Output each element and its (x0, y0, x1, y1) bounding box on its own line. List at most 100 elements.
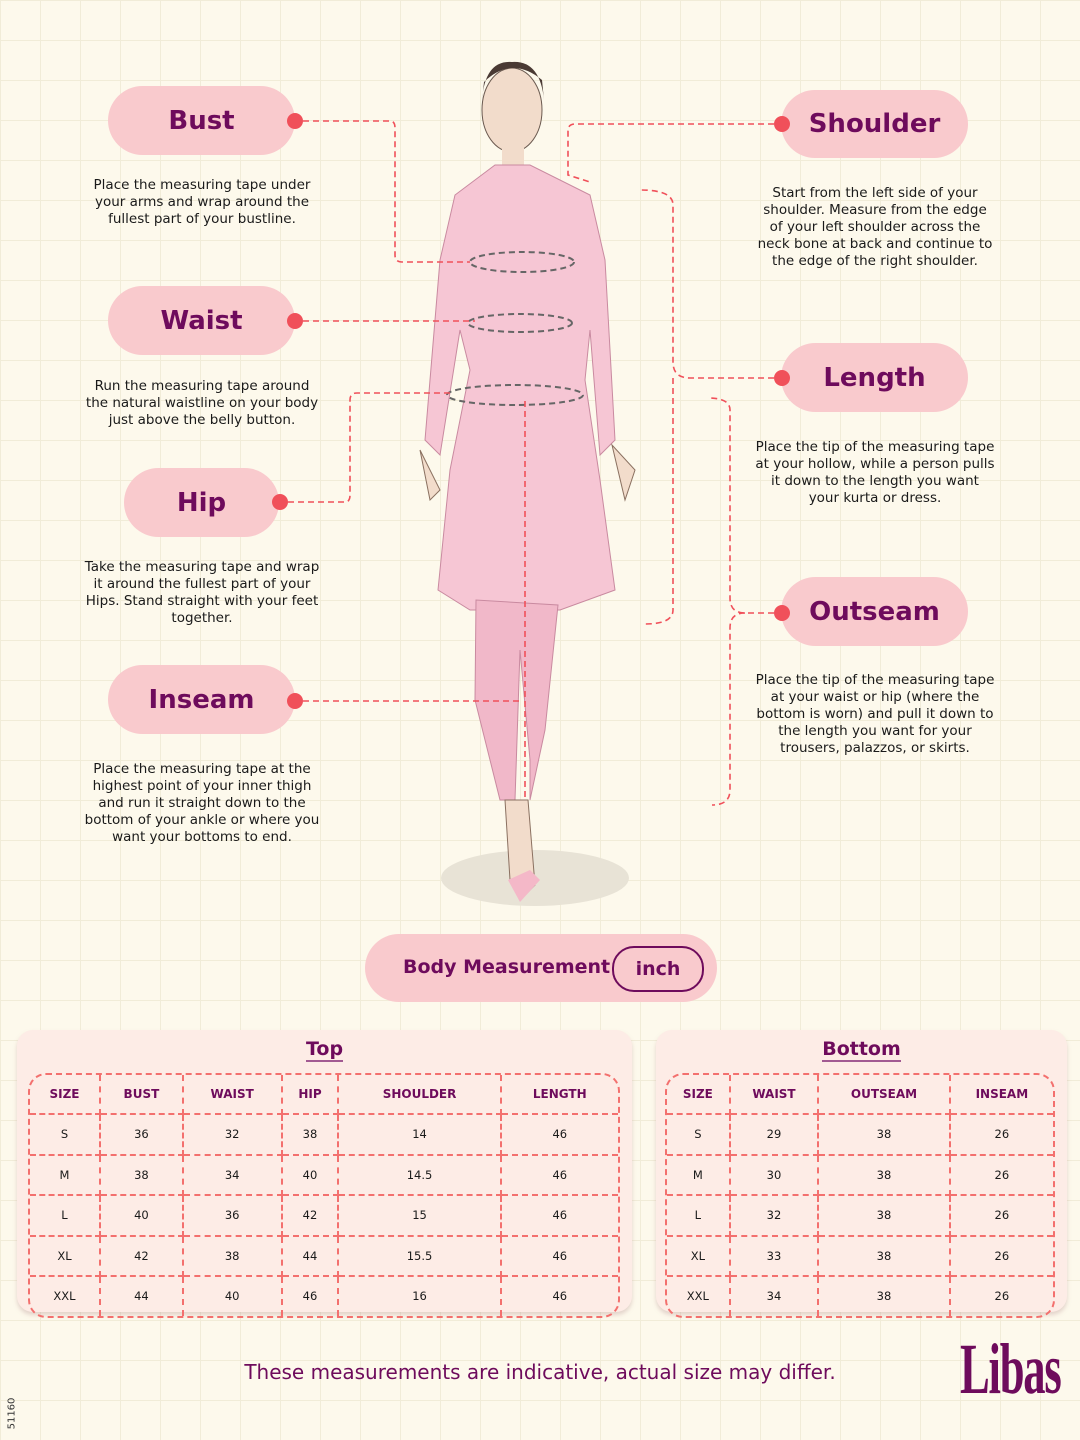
shoulder-label: Shoulder (781, 90, 968, 158)
figure-illustration (288, 61, 774, 906)
outseam-dot (774, 605, 790, 621)
length-description: Place the tip of the measuring tape at y… (755, 439, 995, 506)
table-cell: 38 (819, 1196, 951, 1237)
outseam-label: Outseam (781, 577, 968, 646)
table-row: L 32 38 26 (667, 1196, 1053, 1237)
column-header: LENGTH (501, 1075, 618, 1115)
table-cell: 42 (282, 1196, 340, 1237)
table-cell: 33 (730, 1236, 820, 1277)
table-cell: 14 (339, 1115, 502, 1156)
table-cell: XL (667, 1236, 731, 1277)
table-cell: 42 (100, 1236, 184, 1277)
table-cell: 38 (819, 1277, 951, 1316)
table-cell: 40 (282, 1155, 340, 1196)
product-code: 51160 (6, 1397, 18, 1430)
table-cell: 32 (730, 1196, 820, 1237)
table-row: S 36 32 38 14 46 (30, 1115, 618, 1156)
table-cell: 38 (819, 1236, 951, 1277)
table-cell: 26 (994, 1289, 1010, 1304)
table-cell: 14.5 (339, 1155, 502, 1196)
table-row: M 38 34 40 14.5 46 (30, 1155, 618, 1196)
table-row: XL 33 38 26 (667, 1236, 1053, 1277)
hip-description: Take the measuring tape and wrap it arou… (84, 559, 320, 626)
bottom-size-card: Bottom SIZE WAIST OUTSEAM INSEAM S 29 38 26 M 30 3… (656, 1030, 1067, 1318)
inseam-dot (287, 693, 303, 709)
waist-dot (287, 313, 303, 329)
table-row: XL 42 38 44 15.5 46 (30, 1236, 618, 1277)
length-label: Length (781, 343, 968, 412)
bottom-size-table: SIZE WAIST OUTSEAM INSEAM S 29 38 26 M 30 38 26 L 32 3… (665, 1073, 1055, 1318)
top-size-card: Top SIZE BUST WAIST HIP SHOULDER LENGTH S 36 32 3… (17, 1030, 632, 1318)
table-cell: XXL (30, 1277, 101, 1316)
table-cell: L (667, 1196, 731, 1237)
table-cell: 26 (950, 1115, 1053, 1156)
inseam-label: Inseam (108, 665, 295, 734)
column-header: INSEAM (950, 1075, 1053, 1115)
table-cell: 26 (950, 1237, 1053, 1277)
column-header: WAIST (183, 1075, 283, 1115)
body-measurement-badge: Body Measurement inch (365, 934, 717, 1002)
shoulder-description: Start from the left side of your shoulde… (757, 185, 993, 269)
column-header: OUTSEAM (819, 1075, 951, 1115)
table-cell: 40 (100, 1196, 184, 1237)
table-cell: 32 (183, 1115, 283, 1156)
unit-toggle[interactable]: inch (612, 946, 704, 992)
length-dot (774, 370, 790, 386)
model-figure (419, 61, 636, 902)
table-cell: 38 (183, 1236, 283, 1277)
bust-description: Place the measuring tape under your arms… (93, 177, 311, 227)
table-cell: L (30, 1196, 101, 1237)
table-cell: 46 (501, 1196, 618, 1237)
bottom-table-title: Bottom (822, 1038, 901, 1062)
table-cell: 36 (183, 1196, 283, 1237)
table-cell: 46 (552, 1289, 568, 1304)
table-cell: 26 (950, 1156, 1053, 1196)
table-row: S 29 38 26 (667, 1115, 1053, 1156)
brand-logo: Libas (960, 1329, 1062, 1409)
table-row: XXL 34 38 26 (667, 1277, 1053, 1316)
table-cell: 38 (100, 1155, 184, 1196)
table-cell: M (667, 1155, 731, 1196)
outseam-description: Place the tip of the measuring tape at y… (755, 672, 995, 756)
inseam-description: Place the measuring tape at the highest … (84, 761, 320, 845)
table-cell: 34 (731, 1277, 820, 1316)
table-cell: M (30, 1155, 101, 1196)
bust-label: Bust (108, 86, 295, 155)
table-cell: 38 (819, 1155, 951, 1196)
top-table-title: Top (305, 1038, 344, 1062)
hip-label: Hip (124, 468, 279, 537)
table-cell: 38 (819, 1115, 951, 1156)
hip-dot (272, 494, 288, 510)
table-cell: XXL (667, 1277, 731, 1316)
shoulder-dot (774, 116, 790, 132)
table-cell: 44 (282, 1236, 340, 1277)
table-cell: 26 (950, 1196, 1053, 1237)
disclaimer: These measurements are indicative, actua… (244, 1360, 836, 1384)
table-cell: 46 (501, 1156, 618, 1196)
table-cell: XL (30, 1236, 101, 1277)
table-cell: 34 (183, 1155, 283, 1196)
measurement-guide-lines (288, 120, 774, 806)
table-cell: 46 (501, 1237, 618, 1277)
column-header: HIP (282, 1075, 340, 1115)
column-header: SIZE (667, 1075, 731, 1115)
table-cell: 30 (730, 1155, 820, 1196)
table-cell: 46 (283, 1277, 340, 1316)
table-cell: 40 (184, 1277, 283, 1316)
table-cell: 44 (101, 1277, 184, 1316)
bust-dot (287, 113, 303, 129)
table-cell: 16 (339, 1277, 502, 1316)
table-row: M 30 38 26 (667, 1155, 1053, 1196)
table-cell: 15.5 (339, 1236, 502, 1277)
column-header: SIZE (30, 1075, 101, 1115)
table-cell: 15 (339, 1196, 502, 1237)
column-header: WAIST (730, 1075, 820, 1115)
column-header: BUST (100, 1075, 184, 1115)
table-cell: S (30, 1115, 101, 1156)
waist-description: Run the measuring tape around the natura… (85, 378, 319, 428)
table-row: XXL 44 40 46 16 46 (30, 1277, 618, 1316)
body-measurement-label: Body Measurement (403, 956, 611, 978)
top-size-table: SIZE BUST WAIST HIP SHOULDER LENGTH S 36 32 38 14 4… (28, 1073, 620, 1318)
table-cell: 46 (501, 1115, 618, 1156)
table-cell: 29 (730, 1115, 820, 1156)
